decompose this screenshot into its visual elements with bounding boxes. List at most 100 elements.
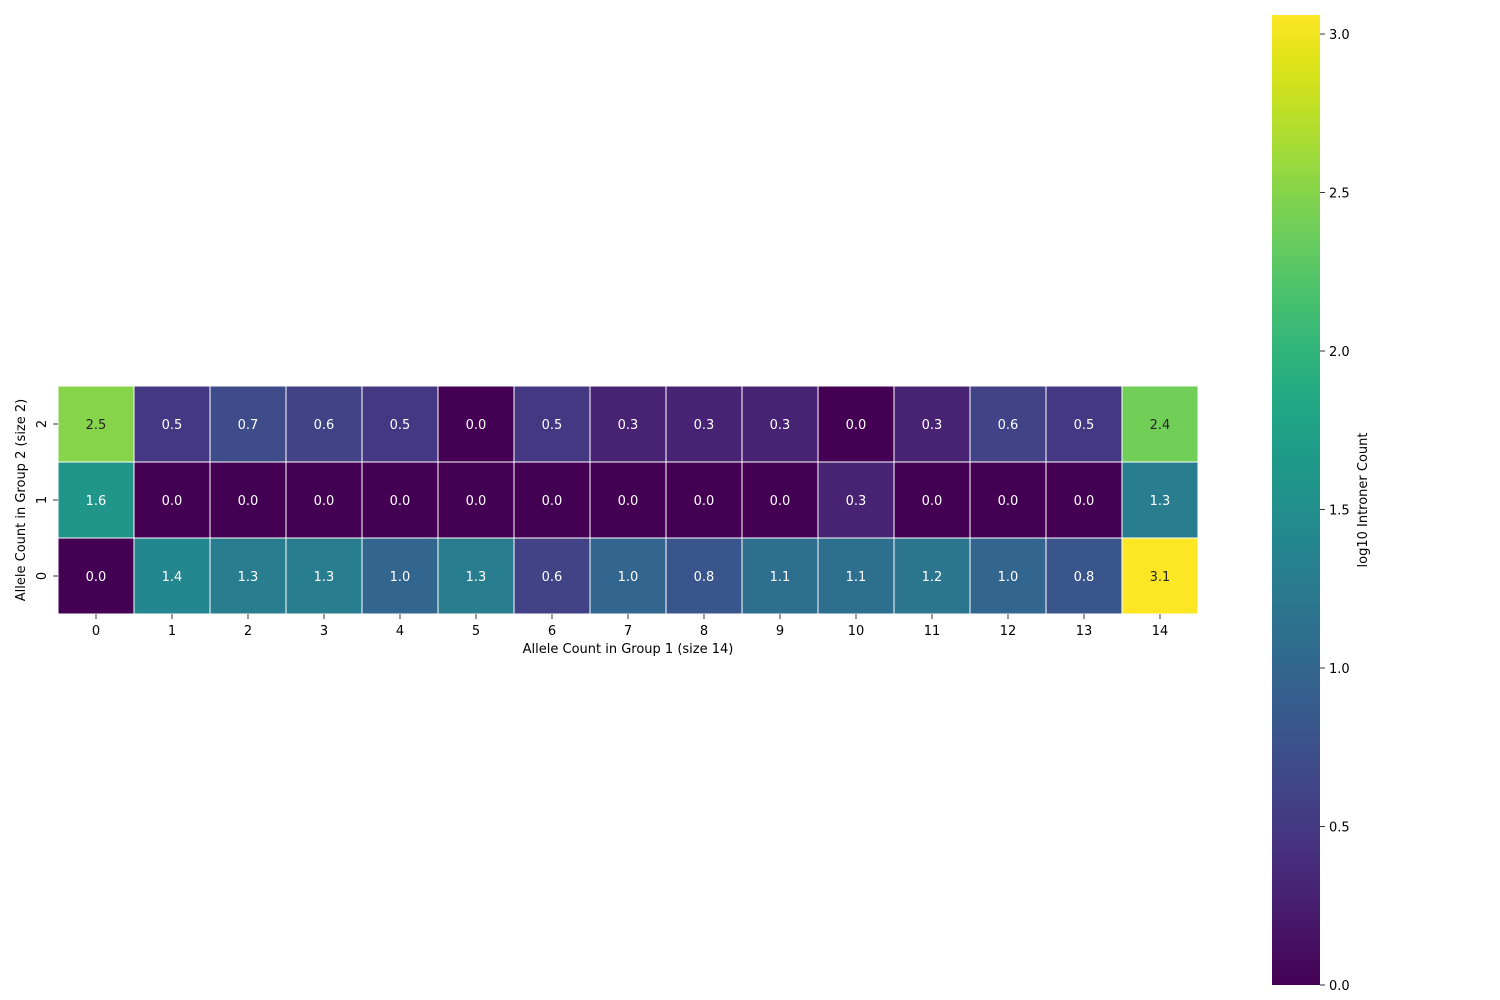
cell-value-label: 0.8 <box>1074 570 1095 585</box>
y-tick-label: 1 <box>35 496 50 504</box>
x-tick-label: 7 <box>624 624 632 639</box>
cell-value-label: 0.0 <box>846 418 867 433</box>
cell-value-label: 0.3 <box>770 418 791 433</box>
cell-value-label: 1.1 <box>846 570 867 585</box>
cell-value-label: 0.3 <box>846 494 867 509</box>
cell-value-label: 0.0 <box>922 494 943 509</box>
heatmap-cell <box>361 537 439 615</box>
cell-value-label: 0.8 <box>694 570 715 585</box>
y-axis-label: Allele Count in Group 2 (size 2) <box>14 399 29 601</box>
heatmap-cell <box>1045 461 1123 539</box>
cell-value-label: 1.1 <box>770 570 791 585</box>
y-axis: 2 1 0 <box>35 420 58 580</box>
colorbar-tick-label: 2.5 <box>1329 187 1350 202</box>
heatmap-cell <box>513 461 591 539</box>
cell-value-label: 1.3 <box>238 570 259 585</box>
colorbar: 0.0 0.5 1.0 1.5 2.0 2.5 3.0 log10 Introner Cou… <box>1272 15 1371 994</box>
cell-value-label: 1.0 <box>618 570 639 585</box>
cell-value-label: 0.0 <box>238 494 259 509</box>
colorbar-tick-label: 3.0 <box>1329 28 1350 43</box>
cell-value-label: 1.0 <box>390 570 411 585</box>
heatmap-cell <box>209 385 287 463</box>
heatmap-cell <box>285 385 363 463</box>
cell-value-label: 0.0 <box>1074 494 1095 509</box>
x-axis-label: Allele Count in Group 1 (size 14) <box>523 642 734 657</box>
cell-value-label: 1.3 <box>466 570 487 585</box>
cell-value-label: 1.0 <box>998 570 1019 585</box>
heatmap-cell <box>741 461 819 539</box>
colorbar-tick-label: 2.0 <box>1329 345 1350 360</box>
x-tick-label: 2 <box>244 624 252 639</box>
cell-value-label: 0.0 <box>770 494 791 509</box>
cell-value-label: 0.5 <box>1074 418 1095 433</box>
cell-value-label: 1.3 <box>1150 494 1171 509</box>
heatmap-cell <box>513 537 591 615</box>
cell-value-label: 0.0 <box>542 494 563 509</box>
heatmap-cell <box>1121 461 1199 539</box>
heatmap-cell <box>893 461 971 539</box>
cell-value-label: 0.0 <box>162 494 183 509</box>
heatmap-cell <box>133 385 211 463</box>
heatmap-cell <box>741 537 819 615</box>
x-tick-label: 8 <box>700 624 708 639</box>
heatmap-cell <box>741 385 819 463</box>
heatmap-cell <box>209 461 287 539</box>
y-tick-label: 0 <box>35 572 50 580</box>
heatmap-cell <box>437 385 515 463</box>
cell-value-label: 0.5 <box>542 418 563 433</box>
heatmap-cell <box>969 385 1047 463</box>
colorbar-tick-label: 1.5 <box>1329 504 1350 519</box>
heatmap-cell <box>361 461 439 539</box>
x-tick-label: 9 <box>776 624 784 639</box>
colorbar-ticks: 0.0 0.5 1.0 1.5 2.0 2.5 3.0 <box>1320 28 1350 994</box>
x-tick-label: 13 <box>1076 624 1093 639</box>
cell-value-label: 0.0 <box>618 494 639 509</box>
cell-value-label: 0.6 <box>542 570 563 585</box>
heatmap-cell <box>133 461 211 539</box>
cell-value-label: 1.2 <box>922 570 943 585</box>
x-tick-label: 10 <box>848 624 865 639</box>
colorbar-label: log10 Introner Count <box>1356 433 1371 568</box>
cell-value-label: 0.5 <box>162 418 183 433</box>
colorbar-gradient <box>1272 15 1320 985</box>
cell-value-label: 2.4 <box>1150 418 1171 433</box>
x-tick-label: 5 <box>472 624 480 639</box>
cell-value-label: 1.6 <box>86 494 107 509</box>
colorbar-tick-label: 0.0 <box>1329 979 1350 994</box>
x-tick-label: 1 <box>168 624 176 639</box>
heatmap-cells <box>57 385 1199 615</box>
heatmap-cell-labels: 2.5 0.5 0.7 0.6 0.5 0.0 0.5 0.3 0.3 0.3 0.0 0.3 0.6 0… <box>86 418 1171 585</box>
cell-value-label: 0.0 <box>314 494 335 509</box>
x-tick-label: 0 <box>92 624 100 639</box>
x-tick-label: 12 <box>1000 624 1017 639</box>
cell-value-label: 0.5 <box>390 418 411 433</box>
cell-value-label: 0.7 <box>238 418 259 433</box>
heatmap-cell <box>1121 537 1199 615</box>
cell-value-label: 0.0 <box>466 418 487 433</box>
cell-value-label: 1.3 <box>314 570 335 585</box>
cell-value-label: 0.3 <box>922 418 943 433</box>
x-tick-label: 14 <box>1152 624 1169 639</box>
heatmap-cell <box>1121 385 1199 463</box>
y-tick-label: 2 <box>35 420 50 428</box>
cell-value-label: 3.1 <box>1150 570 1171 585</box>
x-tick-label: 6 <box>548 624 556 639</box>
cell-value-label: 0.0 <box>86 570 107 585</box>
heatmap-cell <box>589 537 667 615</box>
x-axis: 0 1 2 3 4 5 6 7 8 9 10 11 12 13 14 <box>92 614 1168 639</box>
heatmap-cell <box>893 385 971 463</box>
heatmap-cell <box>893 537 971 615</box>
heatmap-cell <box>665 537 743 615</box>
heatmap-cell <box>437 537 515 615</box>
cell-value-label: 0.0 <box>998 494 1019 509</box>
cell-value-label: 0.3 <box>618 418 639 433</box>
cell-value-label: 0.3 <box>694 418 715 433</box>
heatmap-cell <box>969 537 1047 615</box>
cell-value-label: 0.0 <box>694 494 715 509</box>
cell-value-label: 2.5 <box>86 418 107 433</box>
heatmap-cell <box>57 385 135 463</box>
cell-value-label: 0.6 <box>998 418 1019 433</box>
heatmap-cell <box>969 461 1047 539</box>
heatmap-cell <box>1045 385 1123 463</box>
x-tick-label: 11 <box>924 624 941 639</box>
